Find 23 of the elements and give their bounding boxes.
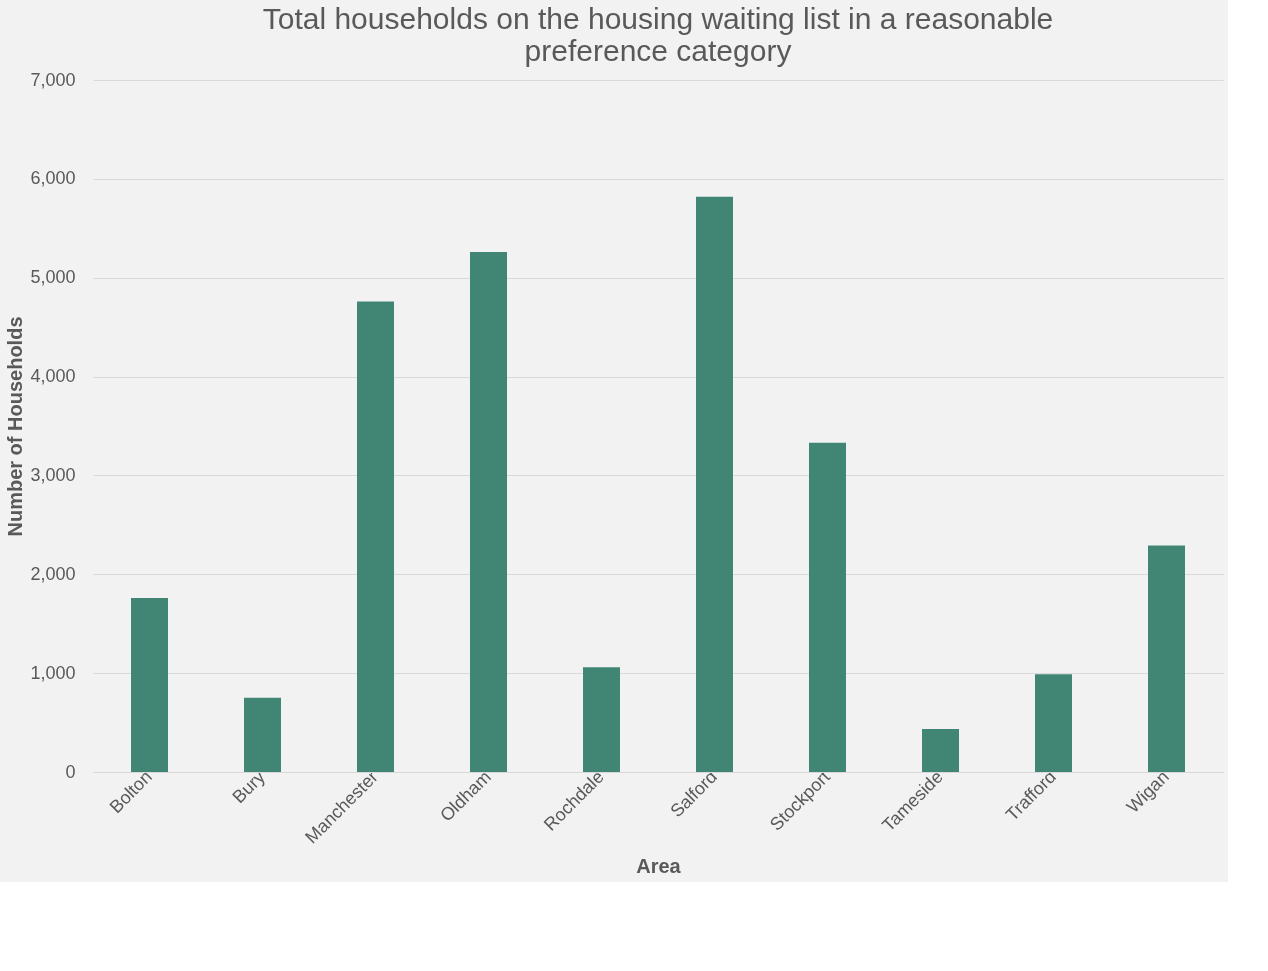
bar [809, 442, 846, 772]
y-tick-label: 2,000 [30, 563, 76, 584]
y-tick-label: 6,000 [30, 168, 76, 189]
x-axis-title: Area [636, 855, 682, 878]
bar [470, 252, 507, 772]
bar [922, 729, 959, 772]
bar [1148, 545, 1185, 772]
y-axis-title: Number of Households [4, 316, 27, 537]
y-tick-label: 5,000 [30, 267, 76, 288]
x-tick-label: Bury [228, 766, 269, 808]
bar [357, 301, 394, 772]
y-tick-label: 0 [65, 761, 76, 782]
bar [1035, 674, 1072, 772]
text: preference category [524, 34, 792, 67]
y-tick-label: 3,000 [30, 464, 76, 485]
y-tick-label: 7,000 [30, 69, 76, 90]
bar [244, 697, 281, 772]
y-tick-label: 1,000 [30, 662, 76, 683]
text: Total households on the housing waiting list in a reasonable [262, 2, 1054, 35]
bar [696, 196, 733, 772]
bar [583, 667, 620, 772]
y-tick-label: 4,000 [30, 366, 76, 387]
bar [131, 598, 168, 772]
